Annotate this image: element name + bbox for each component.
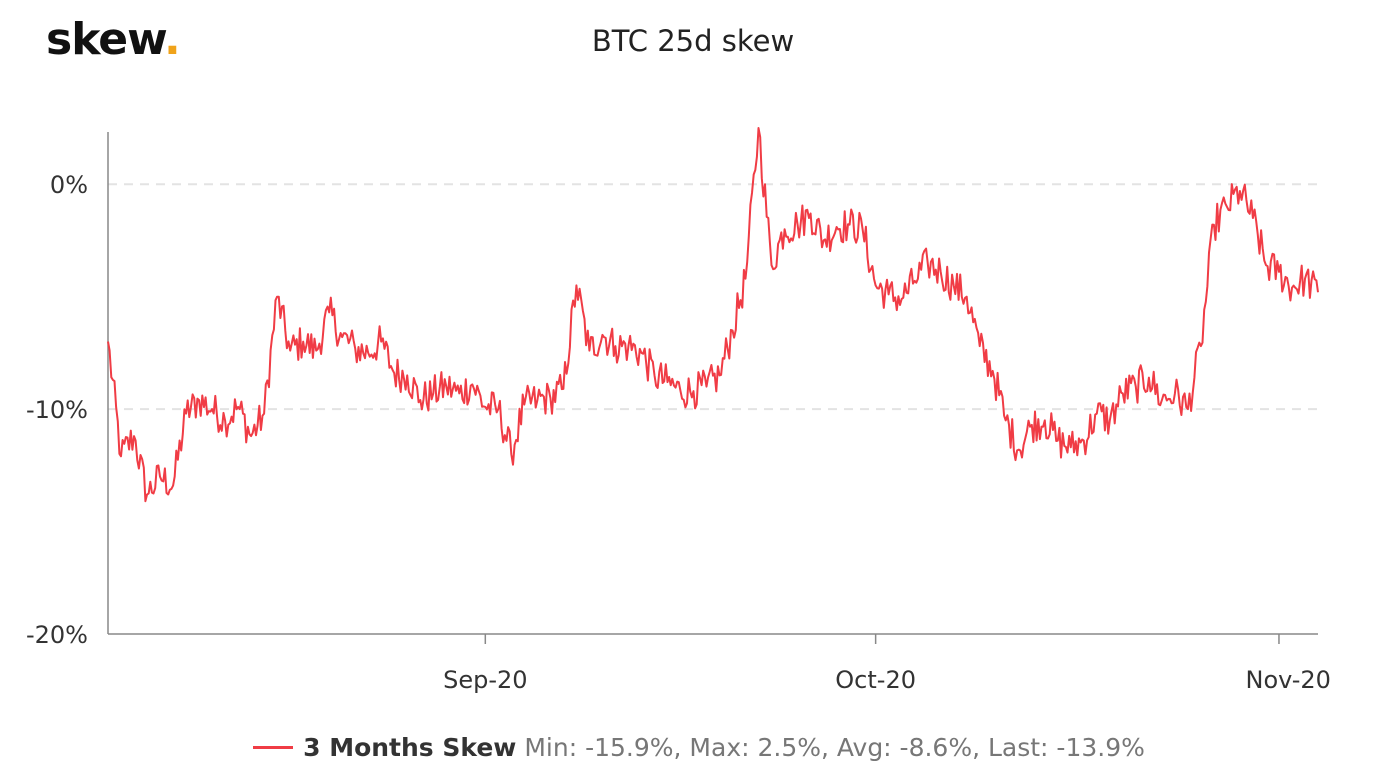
legend-stats: Min: -15.9%, Max: 2.5%, Avg: -8.6%, Last…: [524, 733, 1145, 762]
y-tick-label: -20%: [26, 621, 88, 649]
logo-text: skew: [46, 14, 165, 65]
x-tick-label: Sep-20: [443, 666, 527, 694]
x-tick-label: Oct-20: [835, 666, 916, 694]
chart-title: BTC 25d skew: [591, 24, 795, 58]
series-line-3-months-skew: [107, 127, 1319, 503]
skew-logo: skew.: [46, 14, 181, 65]
x-tick-label: Nov-20: [1246, 666, 1331, 694]
legend-series-name: 3 Months Skew: [303, 733, 517, 762]
legend-swatch: [253, 745, 294, 749]
y-tick-label: -10%: [26, 396, 88, 424]
logo-dot: .: [163, 14, 181, 65]
y-tick-label: 0%: [50, 171, 88, 199]
chart-legend[interactable]: 3 Months Skew Min: -15.9%, Max: 2.5%, Av…: [0, 733, 1398, 762]
